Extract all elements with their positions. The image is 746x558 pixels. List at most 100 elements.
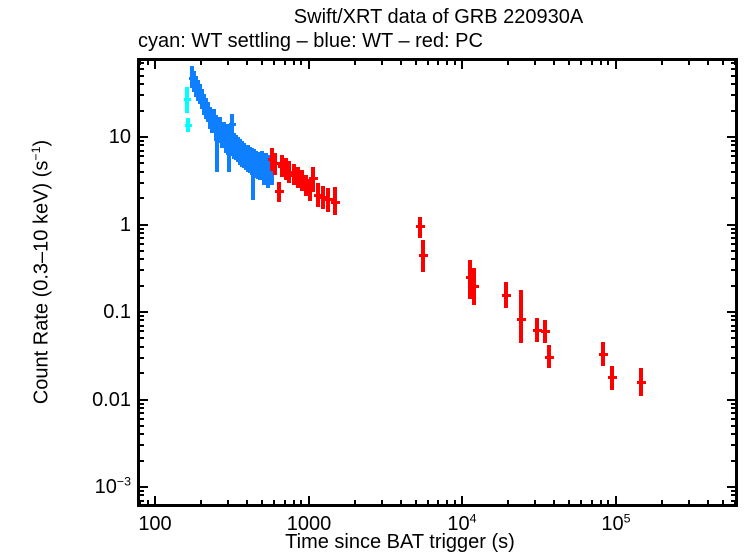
errorbar-pc-cap bbox=[419, 254, 428, 257]
y-axis-tick bbox=[731, 412, 735, 414]
x-tick-label: 105 bbox=[601, 511, 631, 535]
y-axis-tick bbox=[731, 68, 735, 70]
y-axis-tick bbox=[140, 311, 148, 313]
errorbar-pc-cap bbox=[298, 179, 307, 182]
x-axis-tick bbox=[427, 61, 429, 65]
x-axis-tick bbox=[154, 61, 156, 69]
y-axis-tick bbox=[731, 494, 735, 496]
y-axis-tick bbox=[140, 490, 144, 492]
errorbar-pc-cap bbox=[533, 329, 542, 332]
x-axis-tick bbox=[246, 500, 248, 504]
x-axis-tick bbox=[308, 496, 310, 504]
x-axis-tick bbox=[591, 500, 593, 504]
errorbar-pc-cap bbox=[324, 198, 333, 201]
y-axis-tick bbox=[731, 83, 735, 85]
x-axis-tick bbox=[415, 61, 417, 65]
y-axis-tick bbox=[140, 412, 144, 414]
y-axis-tick bbox=[140, 444, 144, 446]
errorbar-pc-cap bbox=[599, 353, 608, 356]
errorbar-pc-cap bbox=[314, 194, 323, 197]
y-axis-tick bbox=[140, 325, 144, 327]
y-axis-tick bbox=[731, 140, 735, 142]
y-tick-label: 1 bbox=[119, 214, 131, 236]
x-axis-tick bbox=[688, 61, 690, 65]
x-axis-tick bbox=[147, 500, 149, 504]
x-axis-tick bbox=[293, 500, 295, 504]
y-axis-tick bbox=[731, 237, 735, 239]
x-axis-tick bbox=[227, 500, 229, 504]
y-axis-tick bbox=[140, 403, 144, 405]
errorbar-pc-cap bbox=[306, 189, 315, 192]
y-tick-label: 10 bbox=[108, 126, 131, 148]
x-axis-tick bbox=[607, 61, 609, 65]
y-axis-tick bbox=[731, 243, 735, 245]
errorbar-pc-cap bbox=[278, 165, 287, 168]
y-axis-tick bbox=[731, 330, 735, 332]
y-axis-tick bbox=[140, 155, 144, 157]
errorbar-wt bbox=[215, 124, 219, 172]
y-axis-tick bbox=[140, 75, 144, 77]
y-axis-tick bbox=[140, 62, 144, 64]
x-axis-tick bbox=[722, 61, 724, 65]
y-axis-tick bbox=[731, 500, 735, 502]
y-axis-tick bbox=[727, 136, 735, 138]
y-axis-tick bbox=[140, 399, 148, 401]
y-axis-tick bbox=[731, 150, 735, 152]
x-axis-tick bbox=[734, 500, 736, 504]
x-axis-label: Time since BAT trigger (s) bbox=[285, 531, 515, 553]
y-axis-label: Count Rate (0.3–10 keV) (s−1) bbox=[28, 139, 53, 405]
y-axis-tick bbox=[140, 140, 144, 142]
y-axis-tick bbox=[140, 505, 144, 507]
x-axis-tick bbox=[284, 500, 286, 504]
x-tick-label: 104 bbox=[447, 511, 477, 535]
errorbar-pc bbox=[468, 260, 472, 299]
x-axis-tick bbox=[454, 500, 456, 504]
x-axis-tick bbox=[615, 61, 617, 69]
y-axis-tick bbox=[731, 433, 735, 435]
x-tick-label: 1000 bbox=[286, 513, 332, 535]
y-axis-tick bbox=[140, 150, 144, 152]
y-axis-tick bbox=[727, 399, 735, 401]
x-axis-tick bbox=[553, 61, 555, 65]
y-axis-tick bbox=[140, 258, 144, 260]
y-axis-tick bbox=[140, 425, 144, 427]
x-axis-tick bbox=[381, 61, 383, 65]
errorbar-wt bbox=[227, 140, 231, 172]
x-axis-tick bbox=[147, 61, 149, 65]
errorbar-pc-cap bbox=[275, 190, 284, 193]
x-axis-tick bbox=[707, 61, 709, 65]
y-tick-label: 10−3 bbox=[94, 474, 131, 498]
y-axis-tick bbox=[140, 315, 144, 317]
x-axis-tick bbox=[400, 500, 402, 504]
errorbar-wt-settling-cap bbox=[185, 124, 192, 127]
errorbar-pc-cap bbox=[319, 196, 328, 199]
y-axis-tick bbox=[140, 346, 144, 348]
y-axis-tick bbox=[140, 330, 144, 332]
y-axis-tick bbox=[731, 110, 735, 112]
x-tick-label: 100 bbox=[138, 513, 172, 535]
x-axis-tick bbox=[446, 61, 448, 65]
y-axis-tick bbox=[140, 285, 144, 287]
y-axis-tick bbox=[731, 162, 735, 164]
x-axis-tick bbox=[507, 500, 509, 504]
y-axis-tick bbox=[731, 372, 735, 374]
y-axis-tick bbox=[731, 182, 735, 184]
y-axis-tick bbox=[140, 197, 144, 199]
errorbar-pc-cap bbox=[637, 381, 646, 384]
y-axis-tick bbox=[731, 418, 735, 420]
errorbar-pc bbox=[519, 290, 523, 343]
y-axis-tick bbox=[731, 425, 735, 427]
x-axis-tick bbox=[354, 500, 356, 504]
x-axis-tick bbox=[261, 500, 263, 504]
y-axis-tick bbox=[727, 486, 735, 488]
y-axis-tick bbox=[731, 258, 735, 260]
y-axis-tick bbox=[140, 486, 148, 488]
y-axis-tick bbox=[731, 285, 735, 287]
y-axis-tick bbox=[140, 407, 144, 409]
y-axis-tick bbox=[140, 162, 144, 164]
y-axis-tick bbox=[140, 250, 144, 252]
y-axis-tick bbox=[731, 250, 735, 252]
y-axis-tick bbox=[140, 110, 144, 112]
x-axis-tick bbox=[707, 500, 709, 504]
